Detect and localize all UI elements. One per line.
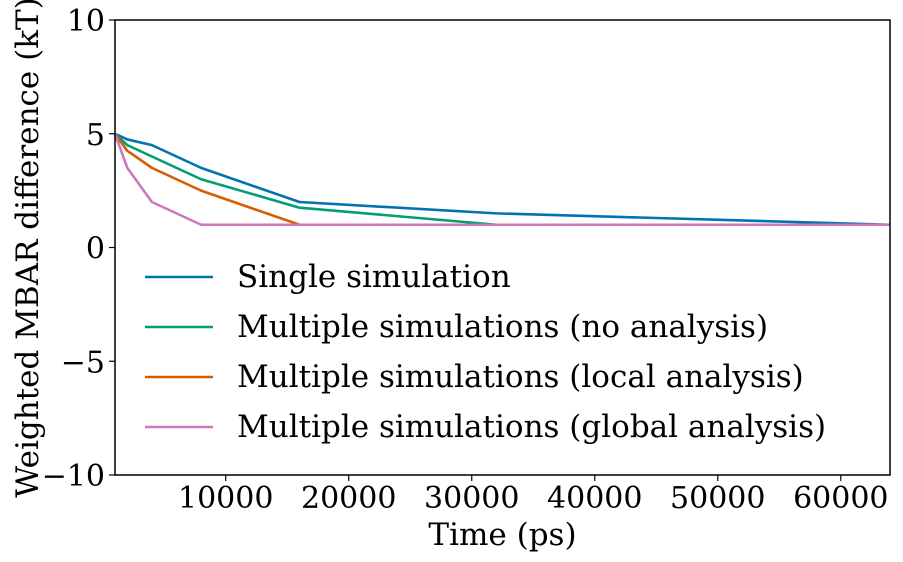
x-tick-label: 30000 — [424, 481, 519, 516]
y-tick-label: 0 — [86, 232, 105, 267]
x-tick-label: 40000 — [547, 481, 642, 516]
y-axis: −10 −5 0 5 10 — [42, 4, 115, 494]
legend-label-1: Single simulation — [237, 259, 511, 295]
x-axis: 10000 20000 30000 40000 50000 60000 — [178, 475, 889, 516]
legend-label-2: Multiple simulations (no analysis) — [237, 309, 768, 345]
series-layer — [113, 132, 891, 227]
x-axis-label: Time (ps) — [428, 517, 576, 553]
legend-label-3: Multiple simulations (local analysis) — [237, 359, 804, 395]
legend: Single simulation Multiple simulations (n… — [145, 259, 826, 445]
y-axis-label: Weighted MBAR difference (kT) — [10, 0, 46, 498]
x-tick-label: 10000 — [178, 481, 273, 516]
x-tick-label: 60000 — [793, 481, 888, 516]
legend-label-4: Multiple simulations (global analysis) — [237, 409, 826, 445]
x-tick-label: 20000 — [301, 481, 396, 516]
x-tick-label: 50000 — [670, 481, 765, 516]
y-tick-label: −10 — [42, 459, 105, 494]
y-tick-label: 5 — [86, 118, 105, 153]
series-line-4 — [113, 133, 890, 227]
series-line-1 — [114, 132, 891, 227]
y-tick-label: 10 — [67, 4, 105, 39]
plot-area-frame — [114, 19, 891, 476]
y-tick-label: −5 — [61, 345, 105, 380]
